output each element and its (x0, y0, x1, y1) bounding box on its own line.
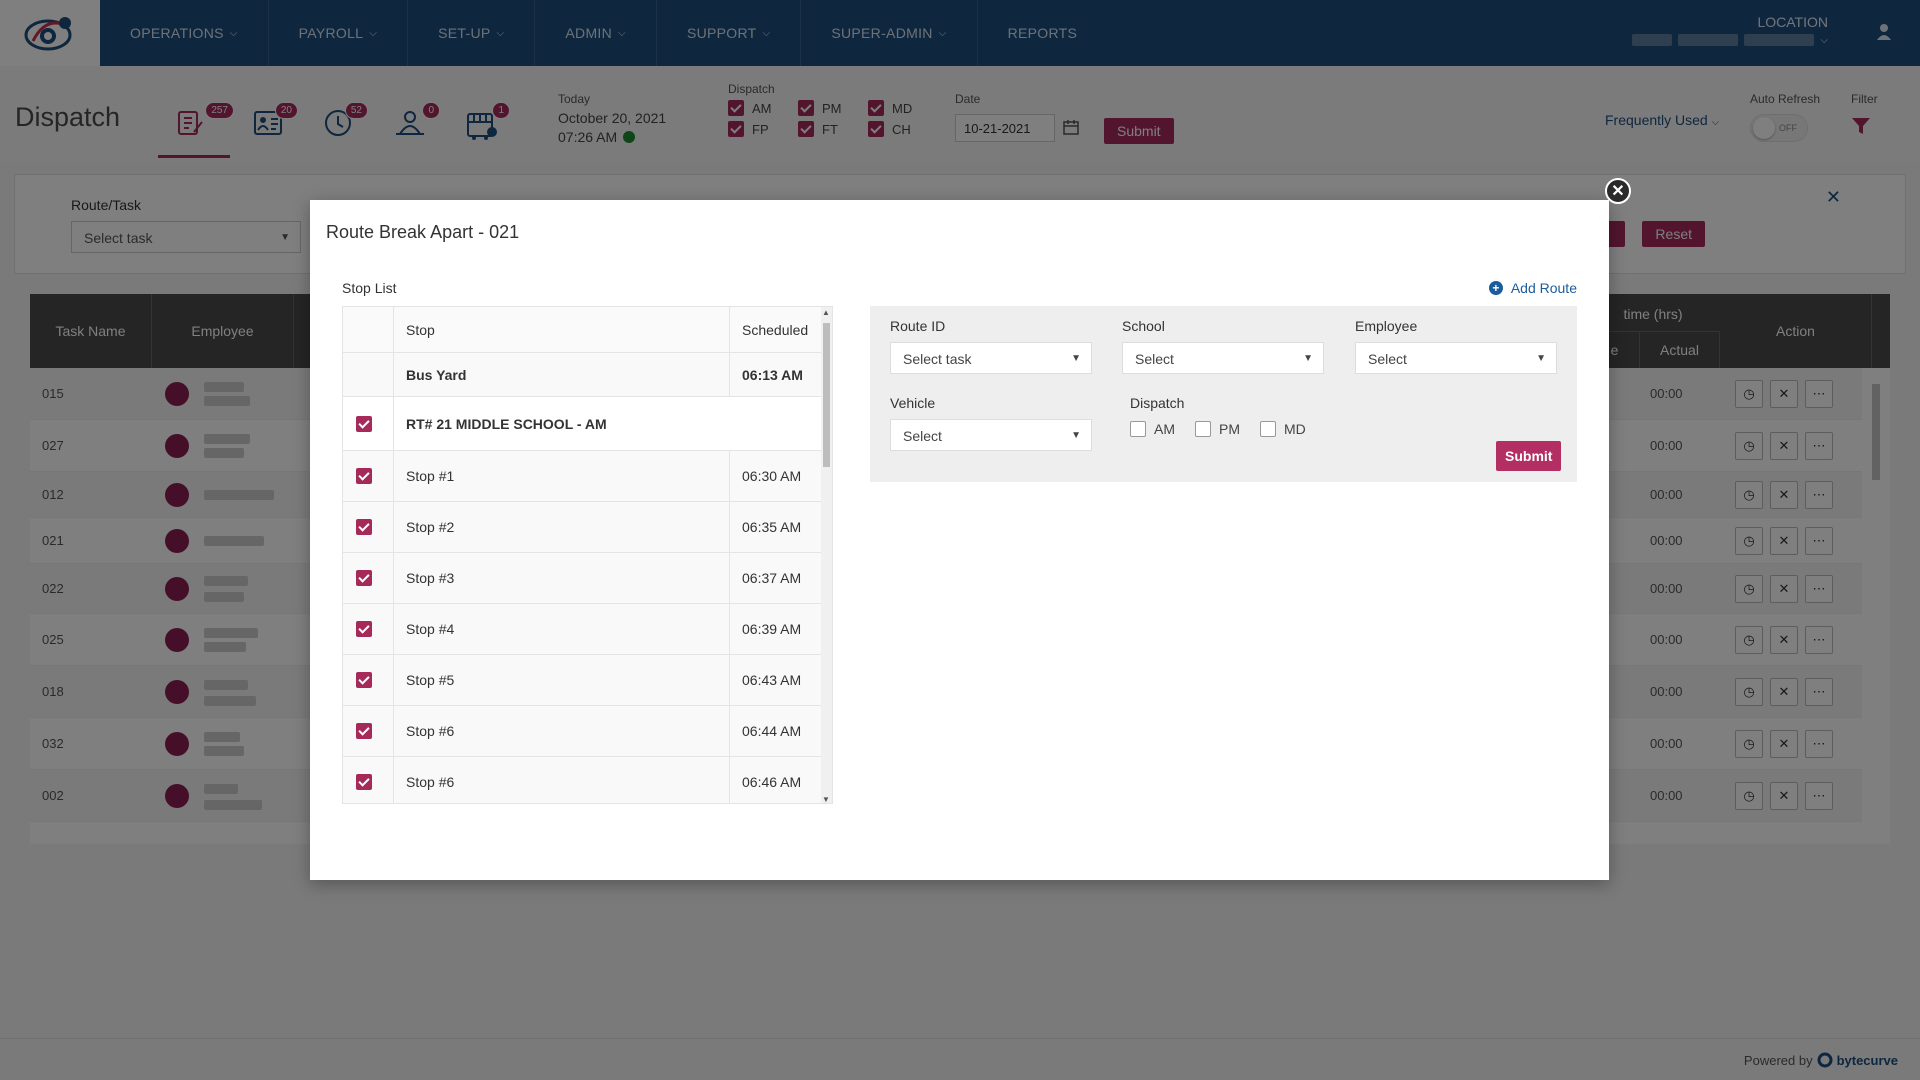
checkbox-checked-icon[interactable] (356, 415, 372, 432)
add-route-button[interactable]: + Add Route (1488, 280, 1577, 296)
stop-row[interactable]: Stop #4 06:39 AM (343, 604, 823, 655)
stop-list-table: Stop Scheduled Bus Yard 06:13 AM RT# 21 … (342, 306, 833, 804)
stop-list-label: Stop List (342, 280, 397, 296)
checkbox-checked-icon[interactable] (356, 672, 372, 688)
checkbox-checked-icon[interactable] (356, 621, 372, 637)
stop-row[interactable]: Stop #6 06:46 AM (343, 757, 823, 803)
stop-row[interactable]: Stop #6 06:44 AM (343, 706, 823, 757)
scroll-up-icon[interactable]: ▲ (822, 308, 830, 317)
form-submit-button[interactable]: Submit (1496, 441, 1562, 471)
checkbox-checked-icon[interactable] (356, 519, 372, 535)
employee-label: Employee (1355, 318, 1418, 334)
caret-down-icon: ▼ (1303, 353, 1313, 364)
stop-row[interactable]: Stop #1 06:30 AM (343, 451, 823, 502)
scheduled-column-header: Scheduled (729, 307, 823, 352)
caret-down-icon: ▼ (1071, 430, 1081, 441)
stop-column-header: Stop (406, 321, 435, 338)
form-dispatch-am-checkbox[interactable]: AM (1130, 421, 1175, 437)
stop-row[interactable]: Stop #2 06:35 AM (343, 502, 823, 553)
route-id-label: Route ID (890, 318, 946, 334)
scrollbar-thumb[interactable] (823, 323, 830, 467)
route-break-apart-modal: Route Break Apart - 021 Stop List + Add … (310, 200, 1609, 880)
route-id-select[interactable]: Select task ▼ (890, 342, 1092, 374)
checkbox-checked-icon[interactable] (356, 468, 372, 484)
checkbox-icon (1260, 421, 1276, 437)
employee-select[interactable]: Select ▼ (1355, 342, 1557, 374)
caret-down-icon: ▼ (1536, 353, 1546, 364)
stop-list-scrollbar[interactable]: ▲ ▼ (821, 307, 832, 804)
school-select[interactable]: Select ▼ (1122, 342, 1324, 374)
checkbox-checked-icon[interactable] (356, 774, 372, 790)
checkbox-icon (1195, 421, 1211, 437)
form-dispatch-label: Dispatch (1130, 395, 1185, 411)
checkbox-checked-icon[interactable] (356, 723, 372, 739)
stop-table-header: Stop Scheduled (343, 307, 823, 353)
scroll-down-icon[interactable]: ▼ (822, 795, 830, 804)
form-dispatch-pm-checkbox[interactable]: PM (1195, 421, 1240, 437)
route-form: Route ID Select task ▼ School Select ▼ Emp… (870, 306, 1577, 482)
checkbox-icon (1130, 421, 1146, 437)
caret-down-icon: ▼ (1071, 353, 1081, 364)
vehicle-label: Vehicle (890, 395, 936, 411)
modal-title: Route Break Apart - 021 (326, 222, 520, 242)
form-dispatch-md-checkbox[interactable]: MD (1260, 421, 1306, 437)
bus-yard-row: Bus Yard 06:13 AM (343, 353, 823, 397)
stop-row[interactable]: Stop #3 06:37 AM (343, 553, 823, 604)
school-label: School (1122, 318, 1165, 334)
modal-close-icon[interactable]: ✕ (1605, 178, 1631, 204)
stop-row[interactable]: Stop #5 06:43 AM (343, 655, 823, 706)
vehicle-select[interactable]: Select ▼ (890, 419, 1092, 451)
add-circle-icon: + (1488, 281, 1503, 295)
school-row[interactable]: RT# 21 MIDDLE SCHOOL - AM (343, 397, 823, 451)
checkbox-checked-icon[interactable] (356, 570, 372, 586)
